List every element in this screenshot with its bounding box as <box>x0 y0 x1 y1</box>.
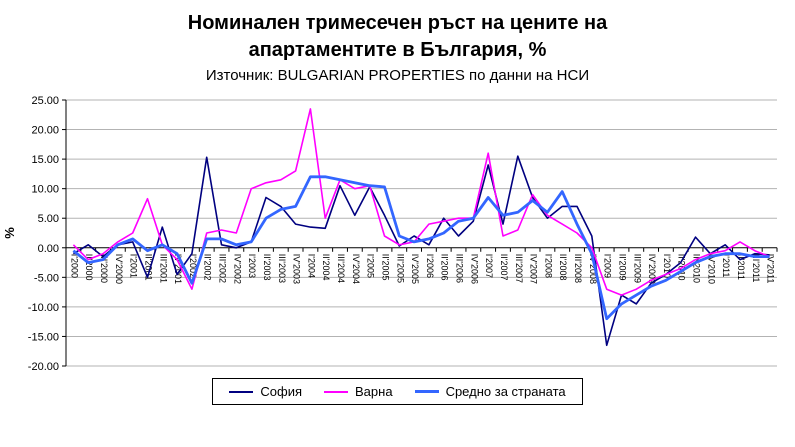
y-tick-label: 5.00 <box>38 213 59 225</box>
chart-subtitle: Източник: BULGARIAN PROPERTIES по данни … <box>205 67 590 84</box>
x-tick-label: I'2011 <box>721 254 731 278</box>
series-line-1 <box>72 108 770 296</box>
x-tick-label: III'2001 <box>158 254 168 283</box>
x-tick-label: IV'2009 <box>647 254 657 284</box>
x-tick-label: I'2009 <box>603 254 613 278</box>
x-tick-label: II'2008 <box>558 254 568 281</box>
x-tick-label: IV'2011 <box>766 254 776 284</box>
x-tick-label: III'2005 <box>395 254 405 283</box>
legend-label-sofia: София <box>260 384 303 399</box>
x-tick-label: II'2004 <box>321 254 331 281</box>
x-tick-label: IV'2000 <box>114 254 124 284</box>
x-tick-label: I'2000 <box>69 254 79 278</box>
x-tick-label: III'2007 <box>514 254 524 283</box>
x-tick-label: II'2003 <box>262 254 272 281</box>
chart-page: Номинален тримесечен ръст на цените на а… <box>0 10 795 405</box>
x-tick-label: I'2007 <box>484 254 494 278</box>
y-tick-label: -5.00 <box>34 272 59 284</box>
y-tick-label: 15.00 <box>31 154 59 166</box>
x-tick-label: IV'2001 <box>173 254 183 284</box>
chart-legend: София Варна Средно за страната <box>0 378 795 405</box>
x-tick-label: III'2009 <box>632 254 642 283</box>
x-tick-label: I'2006 <box>425 254 435 278</box>
x-tick-label: IV'2005 <box>410 254 420 284</box>
x-tick-label: I'2008 <box>543 254 553 278</box>
series-line-2 <box>72 175 770 321</box>
y-tick-label: -10.00 <box>28 302 59 314</box>
country-average-line-swatch <box>414 390 439 393</box>
y-tick-label: 20.00 <box>31 125 59 137</box>
y-tick-label: 10.00 <box>31 184 59 196</box>
x-tick-label: I'2001 <box>129 254 139 278</box>
x-tick-label: I'2003 <box>247 254 257 278</box>
sofia-line-swatch <box>229 390 254 393</box>
x-tick-label: III'2011 <box>751 254 761 283</box>
chart-title: Номинален тримесечен ръст на цените на а… <box>187 12 608 61</box>
x-tick-label: III'2002 <box>218 254 228 283</box>
y-tick-label: -20.00 <box>28 361 59 373</box>
x-tick-label: IV'2003 <box>292 254 302 284</box>
x-tick-label: II'2007 <box>499 254 509 281</box>
x-tick-label: II'2011 <box>736 254 746 280</box>
varna-line-swatch <box>324 390 349 393</box>
legend-item-country-average: Средно за страната <box>414 384 566 399</box>
legend-label-varna: Варна <box>355 384 393 399</box>
x-tick-label: II'2006 <box>440 254 450 281</box>
x-tick-label: IV'2010 <box>706 254 716 284</box>
y-axis-title: % <box>2 227 17 239</box>
x-tick-label: III'2010 <box>692 254 702 283</box>
x-tick-label: IV'2006 <box>469 254 479 284</box>
x-tick-label: IV'2002 <box>232 254 242 284</box>
x-tick-label: IV'2004 <box>351 254 361 284</box>
x-tick-label: III'2004 <box>336 254 346 283</box>
y-tick-label: 0.00 <box>38 243 59 255</box>
x-tick-label: III'2003 <box>277 254 287 283</box>
legend-box: София Варна Средно за страната <box>212 378 583 405</box>
x-tick-label: II'2005 <box>380 254 390 281</box>
y-tick-label: 25.00 <box>31 95 59 107</box>
x-tick-label: IV'2007 <box>529 254 539 284</box>
x-tick-label: I'2002 <box>188 254 198 278</box>
x-tick-label: II'2002 <box>203 254 213 281</box>
legend-item-varna: Варна <box>324 384 393 399</box>
legend-label-country-average: Средно за страната <box>445 384 566 399</box>
line-chart-canvas: 25.00 20.00 15.00 10.00 5.00 0.00 -5.00 -10.00 -… <box>2 95 778 373</box>
x-tick-label: III'2006 <box>455 254 465 283</box>
x-tick-label: I'2010 <box>662 254 672 278</box>
x-tick-label: I'2004 <box>306 254 316 278</box>
legend-item-sofia: София <box>229 384 302 399</box>
y-tick-label: -15.00 <box>28 331 59 343</box>
x-tick-label: II'2001 <box>143 254 153 281</box>
x-tick-label: II'2009 <box>617 254 627 281</box>
x-tick-label: III'2000 <box>99 254 109 283</box>
x-tick-label: I'2005 <box>366 254 376 278</box>
x-tick-label: III'2008 <box>573 254 583 283</box>
x-tick-label: II'2000 <box>84 254 94 281</box>
x-tick-label: IV'2008 <box>588 254 598 284</box>
